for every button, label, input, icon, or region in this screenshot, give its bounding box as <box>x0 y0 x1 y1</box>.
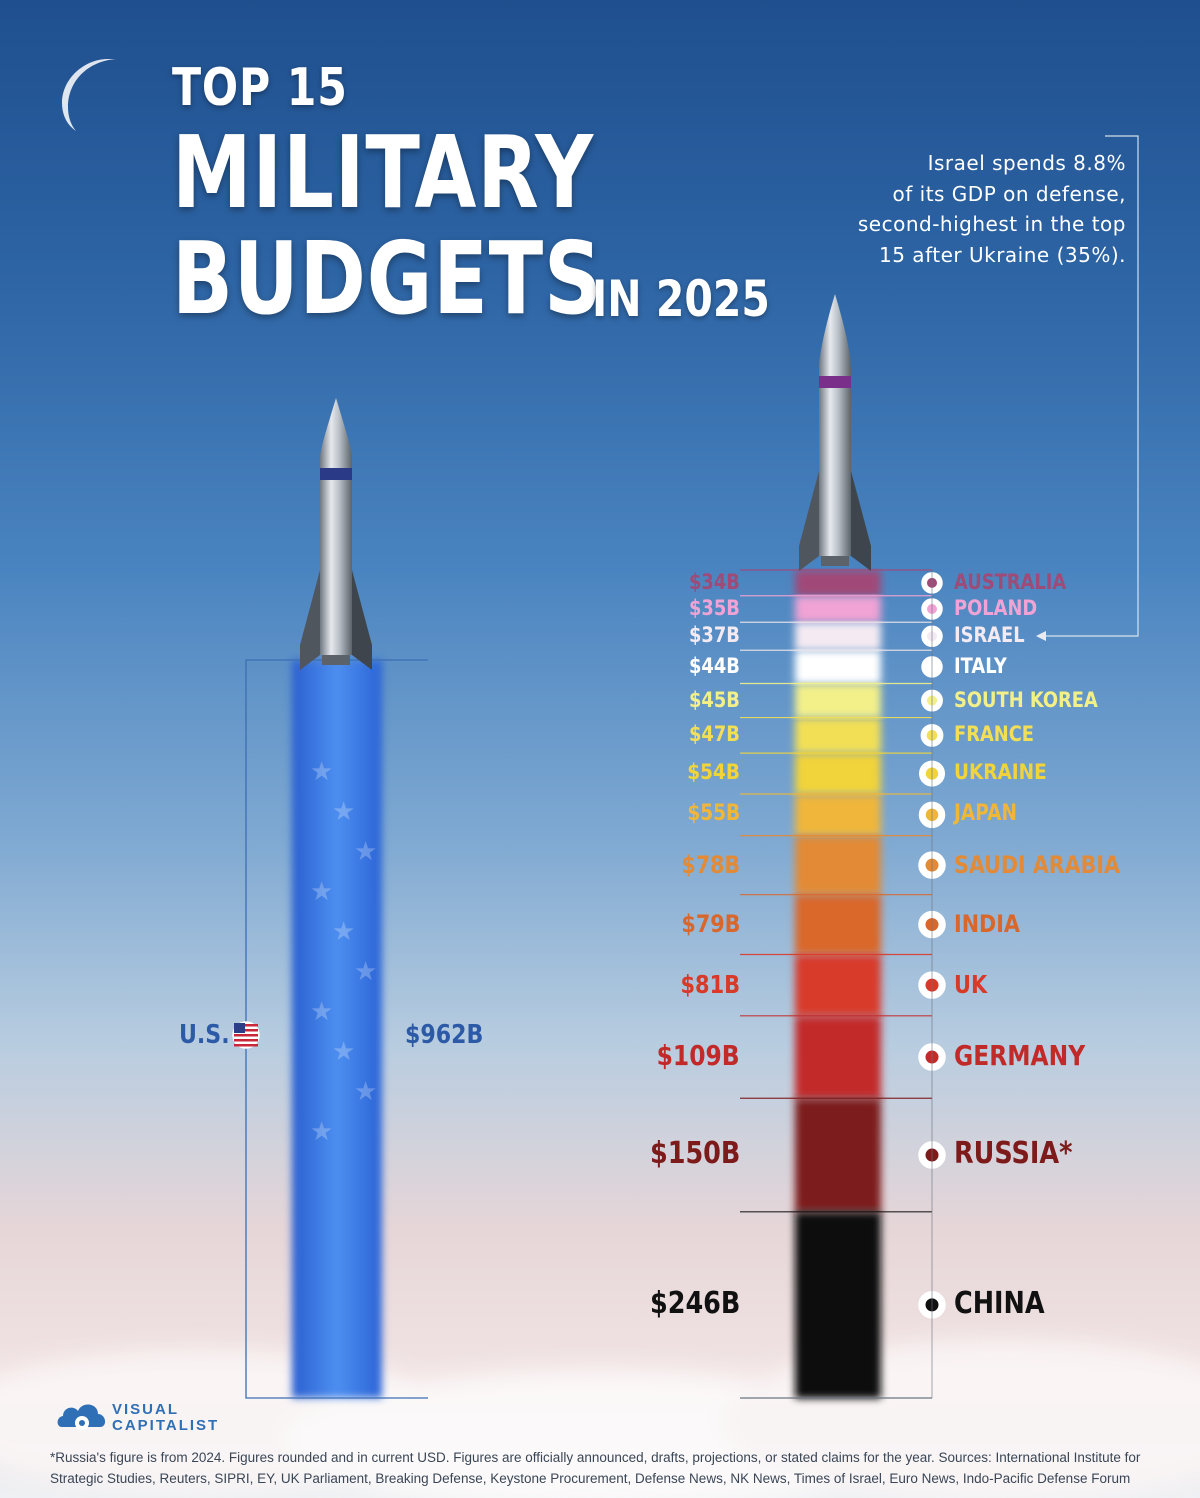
annotation-line-1: Israel spends 8.8% <box>927 151 1126 175</box>
footnote: *Russia's figure is from 2024. Figures r… <box>50 1447 1160 1489</box>
annotation-connector <box>1040 135 1139 637</box>
value-labels: $34B $35B $37B $44B $45B $47B $54B $55B $78B $79B… <box>540 0 740 1498</box>
value-label-india: $79B <box>680 909 740 939</box>
smoke-segment-uk <box>795 954 881 1017</box>
brand-name: VISUAL CAPITALIST <box>112 1402 219 1434</box>
us-rocket <box>300 398 372 670</box>
star-icon: ★ <box>354 837 377 867</box>
title-main: MILITARY BUDGETS <box>172 120 602 332</box>
value-label-italy: $44B <box>689 653 740 678</box>
country-labels: AUSTRALIA POLAND ISRAEL ITALY SOUTH KOREA FRA… <box>954 0 1194 1498</box>
clouds <box>0 1340 1200 1498</box>
brand-line-1: VISUAL <box>112 1401 180 1418</box>
smoke-segment-italy <box>795 650 881 685</box>
world-rocket <box>799 294 871 571</box>
annotation-line-4: 15 after Ukraine (35%). <box>879 242 1126 267</box>
us-flag-icon <box>232 1021 260 1049</box>
smoke-segment-japan <box>795 794 881 837</box>
us-name: U.S. <box>179 1020 230 1050</box>
value-label-poland: $35B <box>689 595 740 620</box>
value-label-france: $47B <box>689 722 740 747</box>
annotation-line-3: second-highest in the top <box>857 212 1126 236</box>
israel-annotation: Israel spends 8.8% of its GDP on defense… <box>806 148 1126 270</box>
title-military: MILITARY <box>172 114 594 231</box>
us-value-label: $962B <box>405 1020 545 1050</box>
annotation-arrow-icon <box>1036 631 1046 641</box>
value-label-uk: $81B <box>680 969 740 999</box>
smoke-segment-russia <box>795 1098 881 1213</box>
smoke-segment-south-korea <box>795 683 881 719</box>
footnote-line-1: *Russia's figure is from 2024. Figures r… <box>50 1450 1141 1465</box>
smoke-segment-poland <box>795 595 881 623</box>
country-label-germany: GERMANY <box>954 1039 1086 1072</box>
country-label-ukraine: UKRAINE <box>954 760 1047 786</box>
country-label-israel: ISRAEL <box>954 623 1025 648</box>
value-label-australia: $34B <box>689 569 740 594</box>
footnote-line-2: Strategic Studies, Reuters, SIPRI, EY, U… <box>50 1471 1131 1486</box>
country-label-saudi-arabia: SAUDI ARABIA <box>954 850 1120 880</box>
value-label-china: $246B <box>649 1286 740 1322</box>
star-icon: ★ <box>332 917 355 947</box>
value-label-saudi-arabia: $78B <box>681 850 740 880</box>
annotation-line-2: of its GDP on defense, <box>892 181 1126 206</box>
smoke-segment-france <box>795 717 881 754</box>
title-year: IN 2025 <box>592 270 770 328</box>
value-label-south-korea: $45B <box>689 687 740 712</box>
visual-capitalist-logo-icon <box>57 1404 106 1430</box>
country-label-poland: POLAND <box>954 595 1038 620</box>
smoke-segment-india <box>795 894 881 955</box>
value-label-germany: $109B <box>657 1039 740 1072</box>
country-label-france: FRANCE <box>954 722 1034 747</box>
smoke-segment-ukraine <box>795 753 881 795</box>
star-icon: ★ <box>310 1117 333 1147</box>
country-label-uk: UK <box>954 969 988 999</box>
us-country-label: U.S. <box>150 1020 230 1050</box>
star-icon: ★ <box>332 797 355 827</box>
star-icon: ★ <box>310 757 333 787</box>
country-label-russia: RUSSIA* <box>954 1136 1073 1172</box>
value-label-japan: $55B <box>687 801 740 827</box>
country-label-japan: JAPAN <box>954 801 1018 827</box>
country-label-india: INDIA <box>954 909 1020 939</box>
star-icon: ★ <box>354 957 377 987</box>
title-top-line: TOP 15 <box>172 58 348 118</box>
smoke-segment-germany <box>795 1015 881 1099</box>
smoke-segment-saudi-arabia <box>795 835 881 896</box>
value-label-russia: $150B <box>649 1136 740 1172</box>
country-label-australia: AUSTRALIA <box>954 569 1067 594</box>
us-smoke-bar <box>292 660 382 1398</box>
country-label-china: CHINA <box>954 1286 1045 1322</box>
star-icon: ★ <box>310 997 333 1027</box>
smoke-segment-australia <box>795 570 881 597</box>
moon-icon <box>62 59 116 131</box>
brand-line-2: CAPITALIST <box>112 1417 220 1434</box>
star-icon: ★ <box>310 877 333 907</box>
value-label-ukraine: $54B <box>687 760 740 786</box>
value-label-israel: $37B <box>689 623 740 648</box>
smoke-segment-china <box>795 1211 881 1399</box>
us-value: $962B <box>405 1020 484 1050</box>
country-label-south-korea: SOUTH KOREA <box>954 687 1098 712</box>
country-label-italy: ITALY <box>954 653 1007 678</box>
title-budgets: BUDGETS <box>172 220 603 337</box>
smoke-segment-israel <box>795 622 881 651</box>
star-icon: ★ <box>332 1037 355 1067</box>
star-icon: ★ <box>354 1077 377 1107</box>
